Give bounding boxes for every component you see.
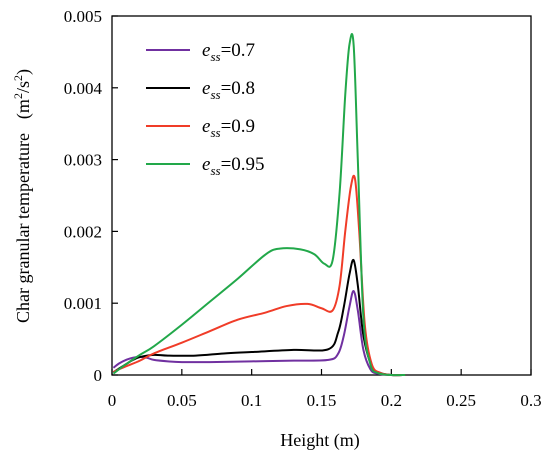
legend-label-4: ess=0.95 bbox=[202, 154, 265, 178]
y-tick-label: 0 bbox=[94, 366, 103, 385]
x-tick-label: 0.05 bbox=[167, 391, 197, 410]
plot-frame bbox=[111, 15, 532, 376]
x-tick-label: 0 bbox=[108, 391, 117, 410]
legend-label-3: ess=0.9 bbox=[202, 116, 255, 140]
legend: ess=0.7 ess=0.8 ess=0.9 ess=0.95 bbox=[146, 40, 265, 178]
series-line-4 bbox=[112, 33, 406, 377]
y-tick-label: 0.005 bbox=[64, 7, 102, 26]
y-axis-title-text: Char granular temperature bbox=[13, 133, 33, 323]
y-tick-label: 0.003 bbox=[64, 151, 102, 170]
y-axis-title: Char granular temperature(m2/s2) bbox=[11, 69, 34, 323]
series-line-3 bbox=[112, 174, 406, 377]
legend-label-1: ess=0.7 bbox=[202, 40, 255, 64]
x-tick-label: 0.1 bbox=[241, 391, 262, 410]
y-tick-label: 0.004 bbox=[64, 79, 103, 98]
x-axis-title: Height (m) bbox=[280, 430, 359, 451]
series-line-1 bbox=[112, 289, 406, 377]
axes: 0 0.05 0.1 0.15 0.2 0.25 0.3 0 0.001 0.002 0.003 0.… bbox=[64, 7, 542, 410]
series-lines bbox=[112, 33, 406, 377]
y-axis-unit-mid: /s bbox=[13, 81, 33, 93]
y-axis-unit-base: m bbox=[13, 99, 33, 113]
x-tick-label: 0.25 bbox=[446, 391, 476, 410]
legend-label-2: ess=0.8 bbox=[202, 78, 255, 102]
x-tick-label: 0.3 bbox=[520, 391, 541, 410]
y-axis-unit-sup2: 2 bbox=[11, 75, 25, 81]
y-axis-unit-sup1: 2 bbox=[11, 93, 25, 99]
x-tick-label: 0.15 bbox=[307, 391, 337, 410]
x-tick-label: 0.2 bbox=[381, 391, 402, 410]
y-tick-label: 0.001 bbox=[64, 294, 102, 313]
y-tick-label: 0.002 bbox=[64, 222, 102, 241]
